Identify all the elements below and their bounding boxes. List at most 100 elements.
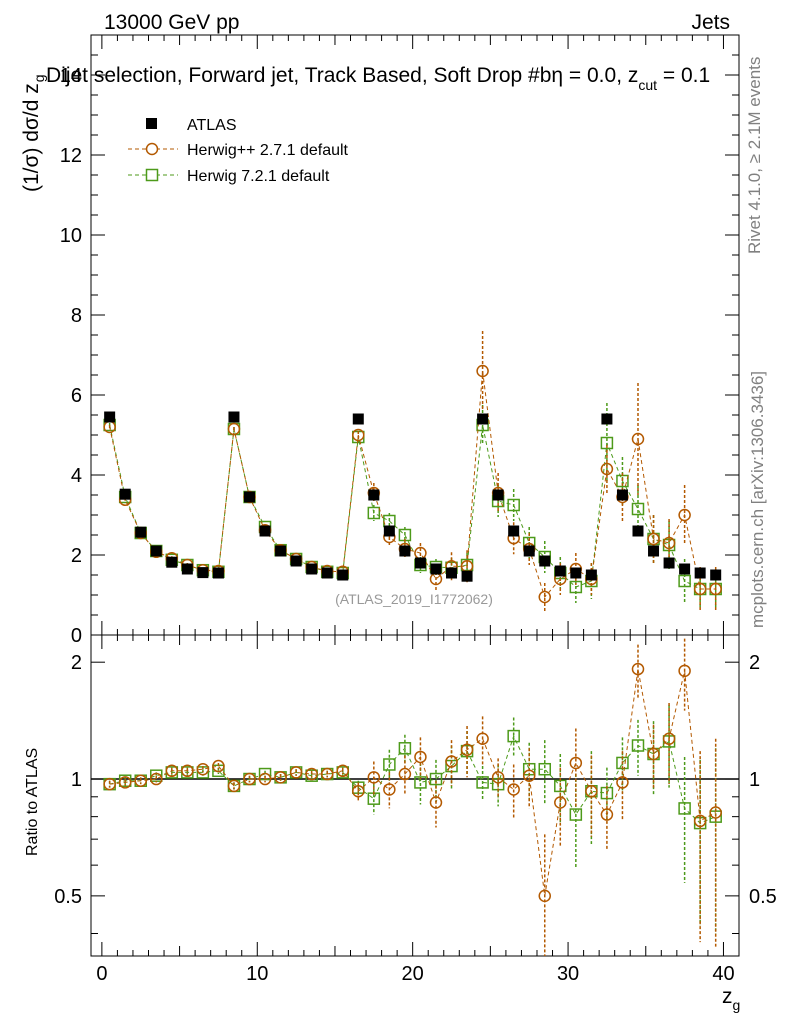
ratio-herwigpp-point	[258, 772, 272, 786]
main-herwigpp-point	[227, 422, 241, 436]
main-atlas-point	[414, 557, 426, 569]
main-herwigpp-point	[631, 432, 645, 446]
x-tick-label: 30	[557, 963, 579, 985]
ratio-herwigpp-point	[150, 772, 163, 786]
ratio-herwigpp-point	[134, 774, 147, 787]
legend-herwig7-label: Herwig 7.2.1 default	[187, 168, 330, 185]
main-atlas-point	[228, 411, 240, 423]
ratio-herwigpp-point	[538, 889, 552, 903]
main-herwigpp-point	[352, 428, 365, 442]
main-series	[103, 331, 722, 611]
x-axis-label-sub: g	[733, 997, 741, 1013]
main-herwigpp-point	[538, 590, 552, 604]
main-atlas-point	[477, 413, 489, 425]
ratio-herwigpp-point	[647, 747, 660, 761]
main-y-tick-label: 8	[71, 305, 82, 327]
x-axis-label-main: z	[722, 985, 733, 1008]
ratio-axis-ticks	[91, 635, 740, 956]
ratio-y-tick-label-right: 2	[749, 652, 760, 674]
main-atlas-point	[585, 569, 597, 581]
legend-atlas-marker	[146, 118, 157, 129]
main-herwig7-point	[569, 580, 583, 594]
rivet-label: Rivet 4.1.0, ≥ 2.1M events	[745, 57, 764, 254]
ratio-herwigpp-point	[445, 755, 458, 768]
main-herwig7-point	[367, 506, 381, 520]
ratio-herwigpp-point	[227, 779, 241, 793]
main-herwigpp-point	[693, 582, 707, 596]
legend-entry-herwig7: Herwig 7.2.1 default	[128, 168, 330, 185]
legend-herwig7-marker	[145, 168, 159, 182]
ratio-herwigpp-point	[212, 759, 225, 773]
main-atlas-point	[492, 489, 504, 501]
plot-title-tail: = 0.1	[657, 64, 710, 87]
main-atlas-point	[399, 545, 411, 557]
main-herwigpp-point	[709, 582, 722, 596]
main-herwig7-line	[109, 424, 716, 590]
ratio-frame	[90, 634, 740, 957]
ratio-panel: 0.5 0.5 1 1 2 2 0 10 20 30 40 Ratio to ATLAS zg	[24, 634, 777, 1013]
legend-herwigpp-marker	[145, 142, 159, 156]
main-y-axis-label-main: (1/σ) dσ/d z	[20, 83, 43, 192]
ratio-herwigpp-point	[243, 772, 256, 786]
ratio-herwigpp-point	[305, 767, 318, 781]
legend-entry-herwigpp: Herwig++ 2.7.1 default	[128, 142, 349, 159]
ratio-herwigpp-series	[103, 638, 722, 956]
legend-herwigpp-label: Herwig++ 2.7.1 default	[187, 142, 349, 159]
ratio-herwigpp-line	[109, 668, 716, 896]
main-atlas-point	[430, 563, 442, 575]
main-atlas-point	[508, 525, 520, 537]
main-atlas-point	[539, 555, 551, 567]
ratio-herwigpp-point	[631, 662, 645, 676]
ratio-herwig7-line	[109, 734, 716, 824]
main-atlas-point	[337, 569, 349, 581]
main-axis-ticks	[91, 34, 740, 636]
main-atlas-point	[275, 545, 287, 557]
main-atlas-series	[104, 411, 722, 582]
main-y-tick-labels: 0 2 4 6 8 10 12 14	[60, 65, 82, 647]
ratio-herwig7-point	[398, 742, 412, 755]
main-y-tick-label: 6	[71, 385, 82, 407]
ratio-herwigpp-point	[476, 732, 489, 745]
main-atlas-point	[710, 569, 722, 581]
main-atlas-point	[648, 545, 660, 557]
legend-entry-atlas: ATLAS	[146, 117, 237, 134]
main-atlas-point	[461, 570, 473, 582]
ratio-y-axis-label: Ratio to ATLAS	[24, 748, 41, 856]
plot-title-cut: cut	[638, 77, 657, 93]
main-herwig7-point	[600, 436, 614, 450]
main-atlas-point	[632, 525, 644, 537]
ratio-herwigpp-point	[600, 808, 614, 821]
ratio-herwig7-point	[538, 762, 552, 776]
main-atlas-point	[663, 557, 675, 569]
main-atlas-point	[554, 565, 566, 577]
main-herwig7-point	[631, 502, 645, 516]
analysis-watermark: (ATLAS_2019_I1772062)	[335, 591, 493, 607]
main-panel: 0 2 4 6 8 10 12 14 (ATLAS_2019_I1772062) (1/σ) …	[20, 34, 740, 647]
ratio-herwig7-point	[569, 808, 583, 821]
main-atlas-point	[570, 567, 582, 579]
main-herwigpp-point	[647, 532, 660, 546]
ratio-herwigpp-point	[678, 664, 691, 678]
legend: ATLAS Herwig++ 2.7.1 default Herwig 7.2.…	[128, 117, 349, 185]
ratio-herwig7-point	[414, 776, 427, 789]
main-atlas-point	[352, 413, 364, 425]
ratio-herwigpp-point	[507, 783, 520, 796]
ratio-herwigpp-point	[118, 776, 132, 789]
x-tick-label: 40	[712, 963, 734, 985]
category-label: Jets	[691, 11, 730, 34]
x-tick-label: 0	[96, 963, 107, 985]
ratio-herwigpp-point	[103, 777, 116, 791]
ratio-herwig7-point	[678, 802, 691, 815]
ratio-herwigpp-point	[274, 771, 287, 784]
ratio-herwigpp-point	[414, 750, 427, 764]
ratio-herwigpp-point	[585, 785, 598, 798]
ratio-herwigpp-point	[165, 764, 179, 778]
main-atlas-point	[306, 563, 318, 575]
x-tick-labels: 0 10 20 30 40	[96, 963, 734, 985]
x-tick-label: 20	[402, 963, 424, 985]
main-y-tick-label: 4	[71, 465, 82, 487]
ratio-herwigpp-point	[616, 776, 629, 789]
ratio-herwigpp-point	[554, 796, 567, 809]
main-atlas-point	[368, 489, 380, 501]
